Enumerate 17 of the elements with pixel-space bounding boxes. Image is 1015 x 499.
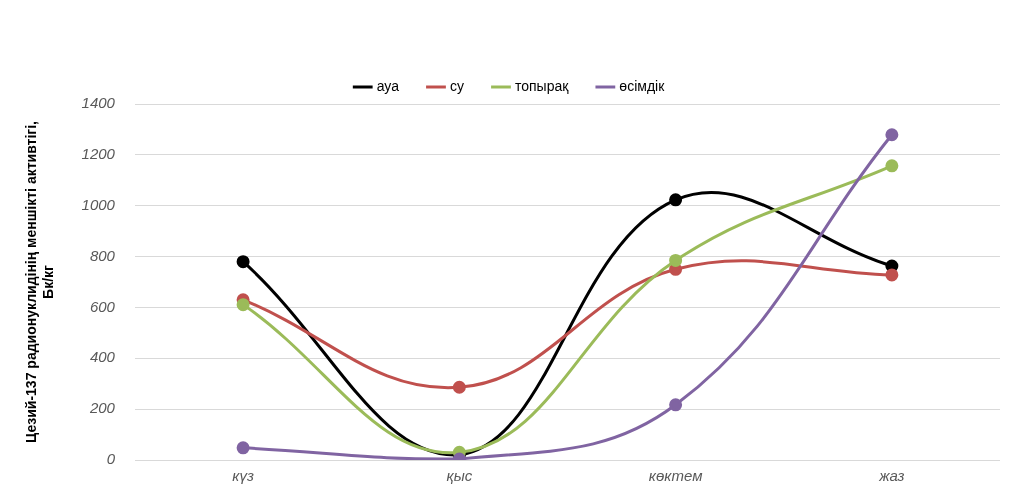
y-tick-label: 200 xyxy=(88,399,116,417)
legend-label: су xyxy=(449,77,464,94)
legend-label: ауа xyxy=(376,77,400,94)
y-tick-label: 600 xyxy=(89,297,116,315)
y-tick-label: 1000 xyxy=(81,195,116,213)
x-tick-label: көктем xyxy=(648,467,703,485)
y-axis-title: Цезий-137 радионуклидінің меншікті активтігі, Бк/кг xyxy=(23,121,57,443)
legend-label: өсімдік xyxy=(619,77,666,94)
legend-label: топырақ xyxy=(514,77,570,94)
y-tick-label: 0 xyxy=(106,450,116,468)
x-tick-label: күз xyxy=(232,467,254,485)
x-tick-label: қыс xyxy=(446,467,473,485)
y-tick-label: 800 xyxy=(89,246,116,264)
y-tick-label: 1200 xyxy=(81,145,116,163)
y-tick-label: 400 xyxy=(89,348,116,366)
x-tick-label: жаз xyxy=(878,467,905,485)
y-tick-label: 1400 xyxy=(81,94,116,112)
